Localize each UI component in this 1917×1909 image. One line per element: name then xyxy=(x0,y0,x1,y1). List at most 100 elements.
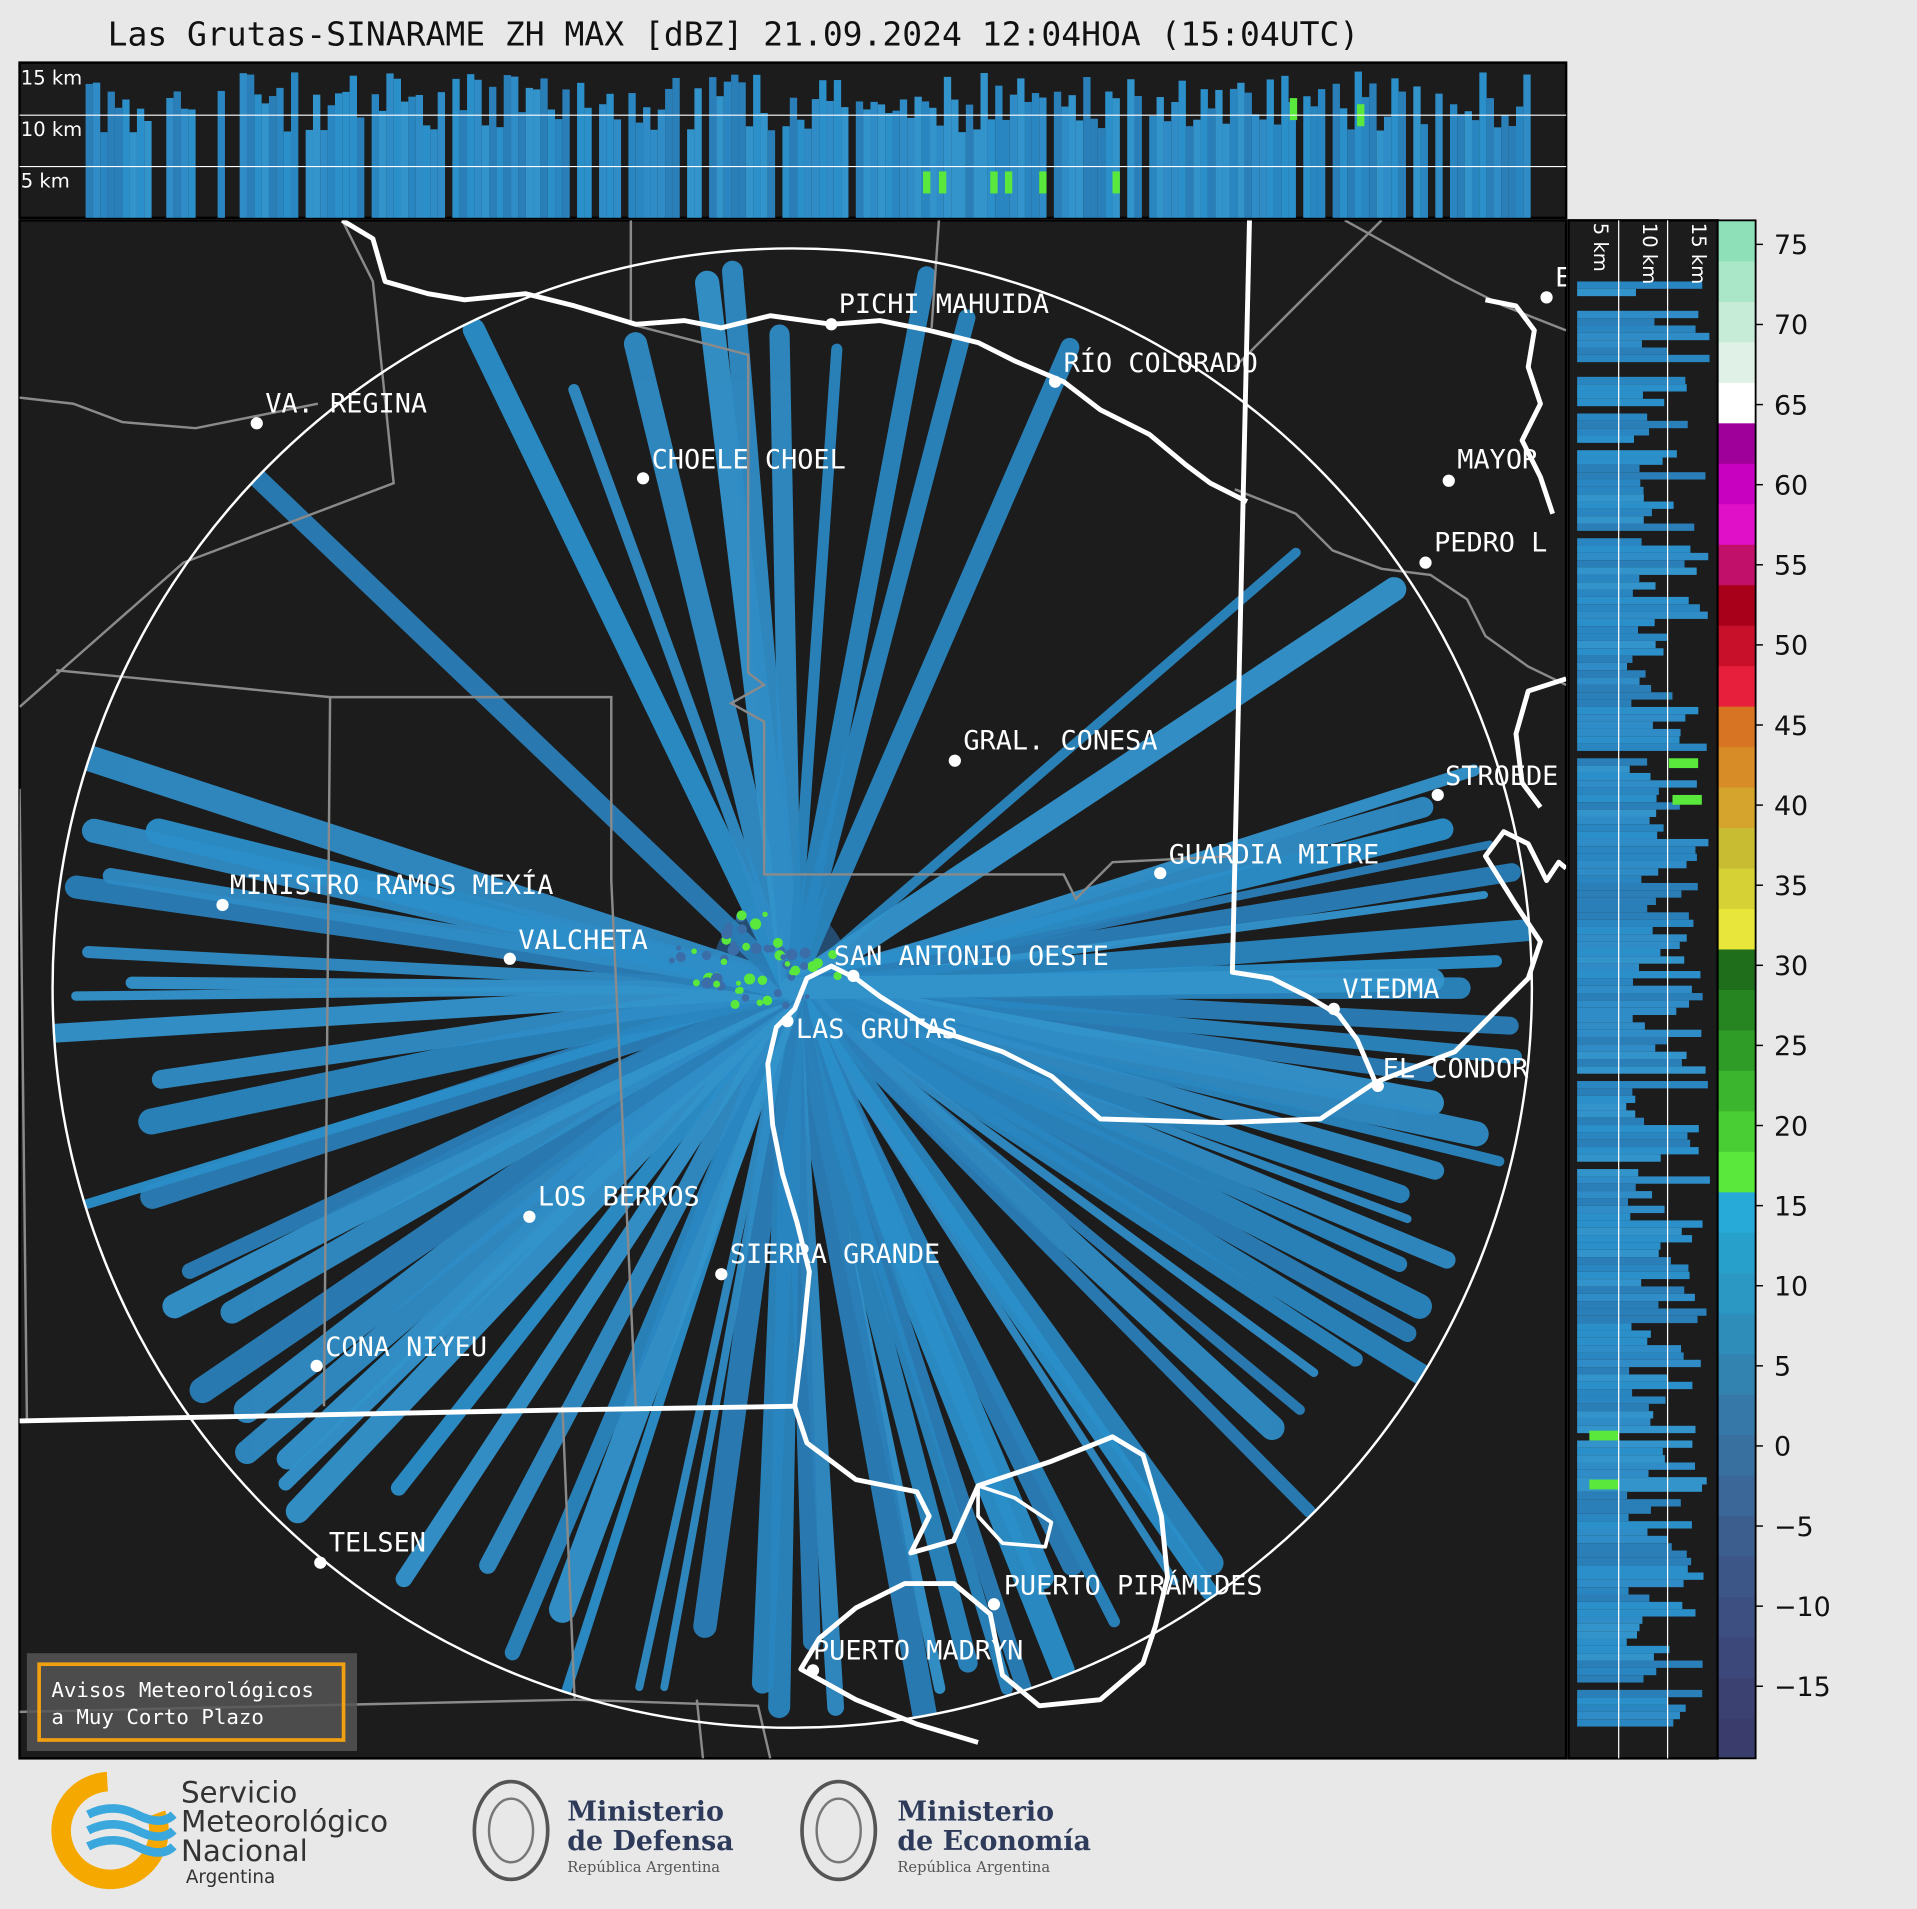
echo-core xyxy=(1289,98,1298,121)
colorbar-tick-label: 50 xyxy=(1774,631,1808,662)
clutter xyxy=(691,948,697,955)
city-dot xyxy=(1540,291,1553,304)
clutter xyxy=(724,922,734,933)
echo-row xyxy=(1577,1022,1645,1030)
echo-row xyxy=(1577,1220,1703,1228)
echo-column xyxy=(745,126,754,218)
echo-row xyxy=(1577,464,1640,473)
echo-row xyxy=(1577,1271,1690,1280)
echo-row xyxy=(1577,882,1698,891)
echo-row xyxy=(1577,1249,1659,1258)
echo-row xyxy=(1577,1631,1637,1639)
echo-row xyxy=(1577,1550,1687,1558)
echo-row xyxy=(1577,1462,1696,1470)
echo-column xyxy=(1244,92,1252,218)
echo-column xyxy=(672,77,680,218)
logo-text: Nacional xyxy=(181,1834,308,1868)
echo-row xyxy=(1577,501,1674,509)
echo-ray xyxy=(504,980,800,1661)
echo-row xyxy=(1577,1301,1659,1309)
echo-column xyxy=(1354,71,1362,218)
echo-core xyxy=(1668,758,1699,769)
echo-row xyxy=(1577,684,1652,693)
echo-row xyxy=(1577,596,1689,605)
echo-column xyxy=(782,126,790,218)
echo-row xyxy=(1577,1183,1636,1192)
echo-column xyxy=(320,130,328,218)
echo-column xyxy=(1413,86,1421,218)
colorbar-segment xyxy=(1717,1717,1756,1759)
side-panel: 5 km 10 km 15 km xyxy=(1567,219,1719,1760)
echo-row xyxy=(1577,728,1681,737)
colorbar-segment xyxy=(1717,1394,1756,1436)
city-dot xyxy=(503,952,516,965)
notice-text: Avisos Meteorológicos xyxy=(51,1678,314,1702)
echo-row xyxy=(1577,1110,1636,1118)
colorbar-segment xyxy=(1717,544,1756,586)
colorbar-segment xyxy=(1717,706,1756,748)
echo-column xyxy=(136,108,145,218)
echo-column xyxy=(1420,124,1428,218)
logo-text: Meteorológico xyxy=(181,1805,388,1839)
clutter xyxy=(762,995,773,1006)
logo-text: de Economía xyxy=(897,1826,1091,1857)
echo-row xyxy=(1577,1279,1642,1287)
clutter xyxy=(785,948,798,961)
echo-column xyxy=(481,125,490,218)
height-label: 5 km xyxy=(21,169,70,192)
clutter xyxy=(756,999,764,1006)
echo-column xyxy=(1193,119,1201,218)
echo-row xyxy=(1577,1425,1696,1434)
echo-column xyxy=(716,96,724,218)
echo-column xyxy=(797,119,805,218)
logo-text: de Defensa xyxy=(567,1826,733,1857)
colorbar-tick-label: 55 xyxy=(1774,551,1808,582)
echo-ray xyxy=(568,383,798,994)
echo-column xyxy=(1471,120,1480,218)
echo-column xyxy=(1435,93,1443,218)
echo-column xyxy=(943,76,952,218)
colorbar-segment xyxy=(1717,1677,1756,1719)
city-dot xyxy=(1371,1079,1384,1093)
echo-row xyxy=(1577,1323,1632,1331)
echo-row xyxy=(1577,1381,1693,1390)
echo-row xyxy=(1577,384,1687,392)
echo-row xyxy=(1577,1037,1668,1045)
colorbar-segment xyxy=(1717,867,1756,910)
echo-column xyxy=(841,107,849,218)
echo-row xyxy=(1577,428,1650,436)
city-label: LAS GRUTAS xyxy=(796,1014,958,1045)
colorbar-segment xyxy=(1717,1515,1756,1557)
echo-row xyxy=(1577,1396,1666,1404)
colorbar-tick-label: 30 xyxy=(1774,951,1808,982)
echo-row xyxy=(1577,508,1652,517)
notice-box xyxy=(26,1653,357,1752)
colorbar-tick-label: 5 xyxy=(1774,1352,1791,1383)
echo-column xyxy=(1273,124,1282,218)
city-dot xyxy=(1327,1002,1340,1016)
echo-column xyxy=(1200,89,1208,218)
echo-row xyxy=(1577,1535,1668,1544)
echo-column xyxy=(980,72,988,218)
echo-row xyxy=(1577,655,1633,663)
echo-column xyxy=(452,78,460,218)
echo-column xyxy=(1383,116,1392,218)
height-label: 10 km xyxy=(1638,223,1661,284)
echo-row xyxy=(1577,919,1694,927)
echo-row xyxy=(1577,1484,1703,1492)
logo-text: Argentina xyxy=(186,1867,275,1888)
echo-row xyxy=(1577,611,1708,619)
city-label: SIERRA GRANDE xyxy=(730,1239,940,1270)
city-label: MINISTRO RAMOS MEXÍA xyxy=(230,869,554,901)
echo-row xyxy=(1577,1389,1633,1397)
colorbar-segment xyxy=(1717,260,1756,302)
echo-column xyxy=(217,90,225,218)
echo-ray xyxy=(780,577,1407,1001)
echo-row xyxy=(1577,1623,1640,1632)
colorbar-tick-label: 75 xyxy=(1774,230,1808,261)
echo-row xyxy=(1577,567,1697,575)
logo-text: Ministerio xyxy=(897,1797,1054,1828)
echo-row xyxy=(1577,1176,1710,1184)
echo-row xyxy=(1577,816,1650,825)
echo-column xyxy=(1464,111,1472,218)
